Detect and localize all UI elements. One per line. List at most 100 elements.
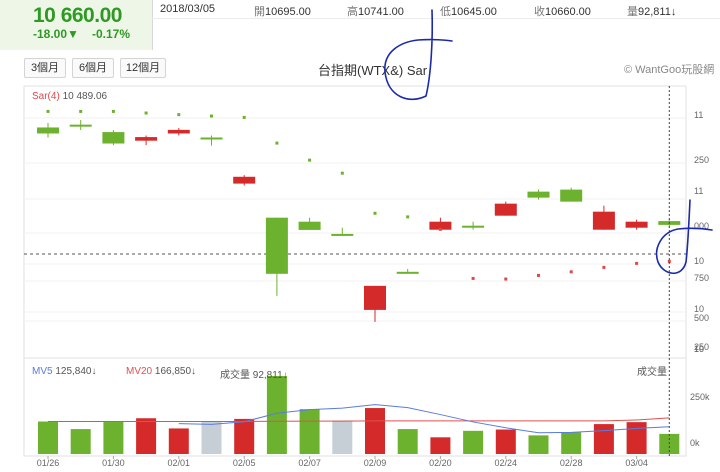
price-change: -18.00▼	[33, 27, 79, 41]
volume-axis-title: 成交量	[637, 367, 667, 378]
volume-bar	[168, 428, 189, 454]
sar-dot	[242, 115, 246, 119]
sar-dot	[635, 261, 639, 265]
date-axis: 01/26 01/30 02/01 02/05 02/07 02/09 02/20 02/24…	[37, 456, 648, 468]
volume-bar	[136, 418, 157, 454]
date-tick-label: 02/20	[429, 458, 452, 468]
candle-body	[102, 132, 125, 144]
candle-body	[265, 217, 288, 274]
sar-dot	[373, 211, 377, 215]
volume-bar	[626, 422, 647, 454]
candle-body	[69, 124, 92, 127]
volume-label: 量	[627, 6, 638, 18]
sar-dot	[602, 265, 606, 269]
volume-bar	[266, 376, 287, 454]
price-tick-label: 10	[694, 304, 704, 314]
annotation-scribble-right	[655, 199, 713, 275]
volume-bar	[463, 430, 484, 454]
price-tick-label: 750	[694, 273, 709, 283]
volume-bars	[38, 376, 680, 454]
sar-dot	[537, 273, 540, 277]
open-value: 10695.00	[265, 6, 311, 18]
date-tick-label: 03/04	[625, 458, 648, 468]
brand-credit: © WantGoo玩股網	[624, 64, 715, 76]
sar-dots	[46, 109, 671, 281]
volume-bar	[495, 429, 516, 454]
mv20-line	[48, 417, 670, 422]
volume-bar	[397, 429, 418, 454]
candle-body	[167, 129, 190, 134]
quote-close: 收10660.00	[534, 3, 591, 19]
quote-high: 高10741.00	[347, 3, 404, 19]
mv20-legend-name: MV20	[126, 366, 153, 377]
price-tick-label: 000	[694, 221, 709, 231]
low-value: 10645.00	[451, 6, 497, 18]
volume-legend: 成交量 92,811↓	[220, 366, 288, 381]
moving-average-lines	[48, 404, 670, 434]
mv5-legend-value: 125,840↓	[55, 366, 97, 377]
candle-body	[560, 189, 583, 202]
sar-dot	[177, 113, 181, 117]
sar-dot	[438, 227, 442, 231]
price-tick-label: 10	[694, 256, 704, 266]
sar-dot	[504, 277, 508, 281]
high-label: 高	[347, 6, 358, 18]
volume-pane-border	[23, 357, 687, 457]
mv20-legend-value: 166,850↓	[154, 366, 197, 377]
price-tick-label: 250	[694, 342, 709, 352]
volume-value: 92,811↓	[638, 6, 677, 18]
chart-title: 台指期(WTX&) Sar	[318, 63, 428, 78]
date-tick-label: 02/01	[168, 458, 191, 468]
sar-legend-value: 10 489.06	[62, 91, 108, 102]
header-divider	[152, 18, 720, 19]
volume-bar	[528, 435, 549, 454]
candle-body	[135, 137, 158, 141]
candle-body	[364, 285, 386, 310]
date-tick-label: 01/26	[37, 458, 60, 468]
volume-bar	[332, 420, 353, 454]
main-pane-border	[23, 85, 687, 359]
price-tick-label: 11	[694, 110, 703, 120]
low-label: 低	[440, 6, 451, 18]
close-label: 收	[534, 6, 545, 18]
quote-date: 2018/03/05	[160, 3, 216, 15]
volume-legend-value: 92,811↓	[252, 370, 288, 381]
volume-bar	[70, 429, 91, 454]
candle-body	[298, 221, 321, 230]
quote-header: 10 660.00 -18.00▼ -0.17% 2018/03/05 開106…	[0, 0, 720, 50]
date-tick-label: 02/05	[233, 458, 256, 468]
candle-body	[625, 221, 648, 228]
range-6m-button[interactable]: 6個月	[72, 58, 114, 78]
horizontal-grid	[24, 117, 686, 322]
date-tick-label: 02/09	[364, 458, 387, 468]
volume-axis: 250k 0k	[690, 392, 710, 448]
handwritten-annotations	[384, 9, 713, 275]
close-value: 10660.00	[545, 6, 591, 18]
volume-bar	[103, 421, 124, 454]
volume-tick-label: 0k	[690, 438, 700, 448]
candle-body	[396, 271, 419, 274]
price-tick-label: 250	[694, 155, 709, 165]
candle-body	[37, 127, 59, 134]
sar-dot	[275, 141, 279, 145]
range-12m-button[interactable]: 12個月	[120, 58, 166, 78]
sar-dot	[340, 171, 344, 175]
mv20-legend: MV20 166,850↓	[126, 366, 196, 377]
date-tick-label: 02/07	[298, 458, 321, 468]
quote-low: 低10645.00	[440, 3, 497, 19]
candlesticks	[37, 120, 681, 322]
price-change-pct: -0.17%	[92, 27, 131, 41]
sar-dot	[79, 109, 83, 113]
candle-body	[462, 225, 485, 228]
sar-legend: Sar(4) 10 489.06	[32, 91, 107, 102]
range-3m-button[interactable]: 3個月	[24, 58, 66, 78]
volume-legend-name: 成交量	[220, 370, 250, 381]
volume-bar	[561, 432, 582, 454]
high-value: 10741.00	[358, 6, 404, 18]
volume-tick-label: 250k	[690, 392, 710, 402]
sar-dot	[210, 114, 213, 118]
candle-body	[494, 203, 517, 216]
sar-dot	[308, 158, 312, 162]
price-tick-label: 10	[694, 344, 704, 354]
